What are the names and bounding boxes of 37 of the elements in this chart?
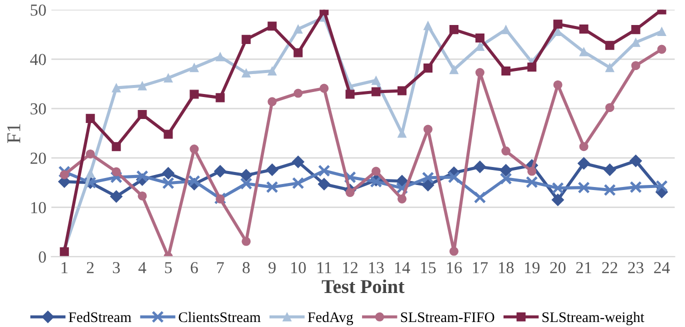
x-tick-label: 19 <box>525 262 540 274</box>
legend-label: FedStream <box>68 312 132 322</box>
x-tick-label: 23 <box>628 262 644 274</box>
x-tick-label: 5 <box>165 262 172 274</box>
y-axis-title: F1 <box>7 124 20 143</box>
legend-label: FedAvg <box>308 312 354 326</box>
y-tick-label: 50 <box>30 4 46 16</box>
x-axis-title: Test Point <box>322 279 404 294</box>
x-tick-label: 21 <box>576 262 592 274</box>
x-tick-label: 1 <box>62 262 68 274</box>
x-tick-label: 14 <box>395 262 410 274</box>
x-tick-label: 3 <box>112 262 120 274</box>
x-tick-label: 12 <box>343 262 358 274</box>
x-tick-label: 24 <box>654 262 670 274</box>
x-tick-label: 2 <box>86 262 94 274</box>
x-tick-label: 17 <box>473 262 488 274</box>
y-tick-label: 30 <box>30 103 46 115</box>
y-tick-label: 40 <box>30 54 46 66</box>
y-tick-label: 10 <box>31 202 46 214</box>
y-tick-label: 0 <box>38 251 46 263</box>
x-tick-label: 4 <box>138 262 146 274</box>
x-tick-label: 13 <box>369 262 384 274</box>
x-tick-label: 16 <box>447 262 462 274</box>
x-tick-label: 6 <box>190 262 198 274</box>
legend-label: SLStream-FIFO <box>401 312 494 322</box>
x-tick-label: 15 <box>421 262 436 274</box>
x-tick-label: 10 <box>291 262 306 274</box>
x-tick-label: 18 <box>499 262 514 274</box>
legend-label: ClientsStream <box>178 312 261 322</box>
x-tick-label: 7 <box>217 262 224 274</box>
x-tick-label: 20 <box>550 262 566 274</box>
x-tick-label: 11 <box>318 262 332 274</box>
y-tick-label: 20 <box>30 152 46 164</box>
x-tick-label: 22 <box>602 262 618 274</box>
x-tick-label: 8 <box>242 262 250 274</box>
x-tick-label: 9 <box>268 262 276 274</box>
legend-label: SLStream-weight <box>542 312 644 326</box>
